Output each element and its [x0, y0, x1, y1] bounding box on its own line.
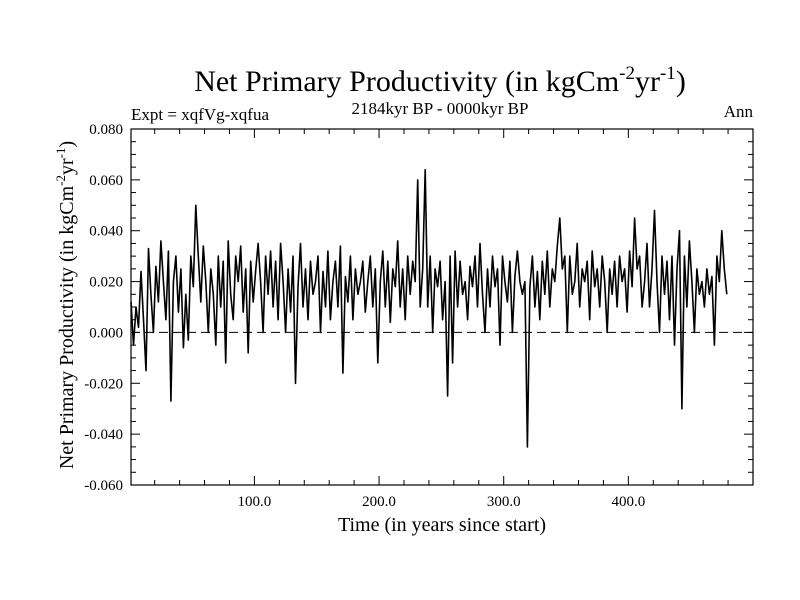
y-tick-label: -0.020 [84, 376, 123, 392]
y-tick-label: 0.020 [89, 275, 123, 291]
y-tick-label: -0.060 [84, 478, 123, 494]
x-tick-label: 200.0 [362, 494, 396, 510]
period-subtitle: 2184kyr BP - 0000kyr BP [352, 99, 529, 118]
x-tick-label: 100.0 [238, 494, 272, 510]
chart-title: Net Primary Productivity (in kgCm-2yr-1) [194, 63, 686, 98]
y-tick-label: 0.080 [89, 122, 123, 138]
y-axis-label: Net Primary Productivity (in kgCm-2yr-1) [53, 141, 78, 469]
x-tick-label: 300.0 [487, 494, 521, 510]
x-tick-label: 400.0 [611, 494, 645, 510]
npp-series-line [130, 168, 728, 448]
x-axis-ticks: 100.0 200.0 300.0 400.0 [154, 129, 729, 510]
y-tick-label: 0.040 [89, 224, 123, 240]
y-axis-ticks: -0.060 -0.040 -0.020 0.000 0.020 0.040 0.060 0.… [84, 122, 753, 494]
experiment-label: Expt = xqfVg-xqfua [131, 105, 269, 124]
y-tick-label: -0.040 [84, 427, 123, 443]
y-tick-label: 0.060 [89, 173, 123, 189]
y-tick-label: 0.000 [89, 325, 123, 341]
x-axis-label: Time (in years since start) [338, 514, 546, 536]
season-label: Ann [724, 102, 754, 121]
